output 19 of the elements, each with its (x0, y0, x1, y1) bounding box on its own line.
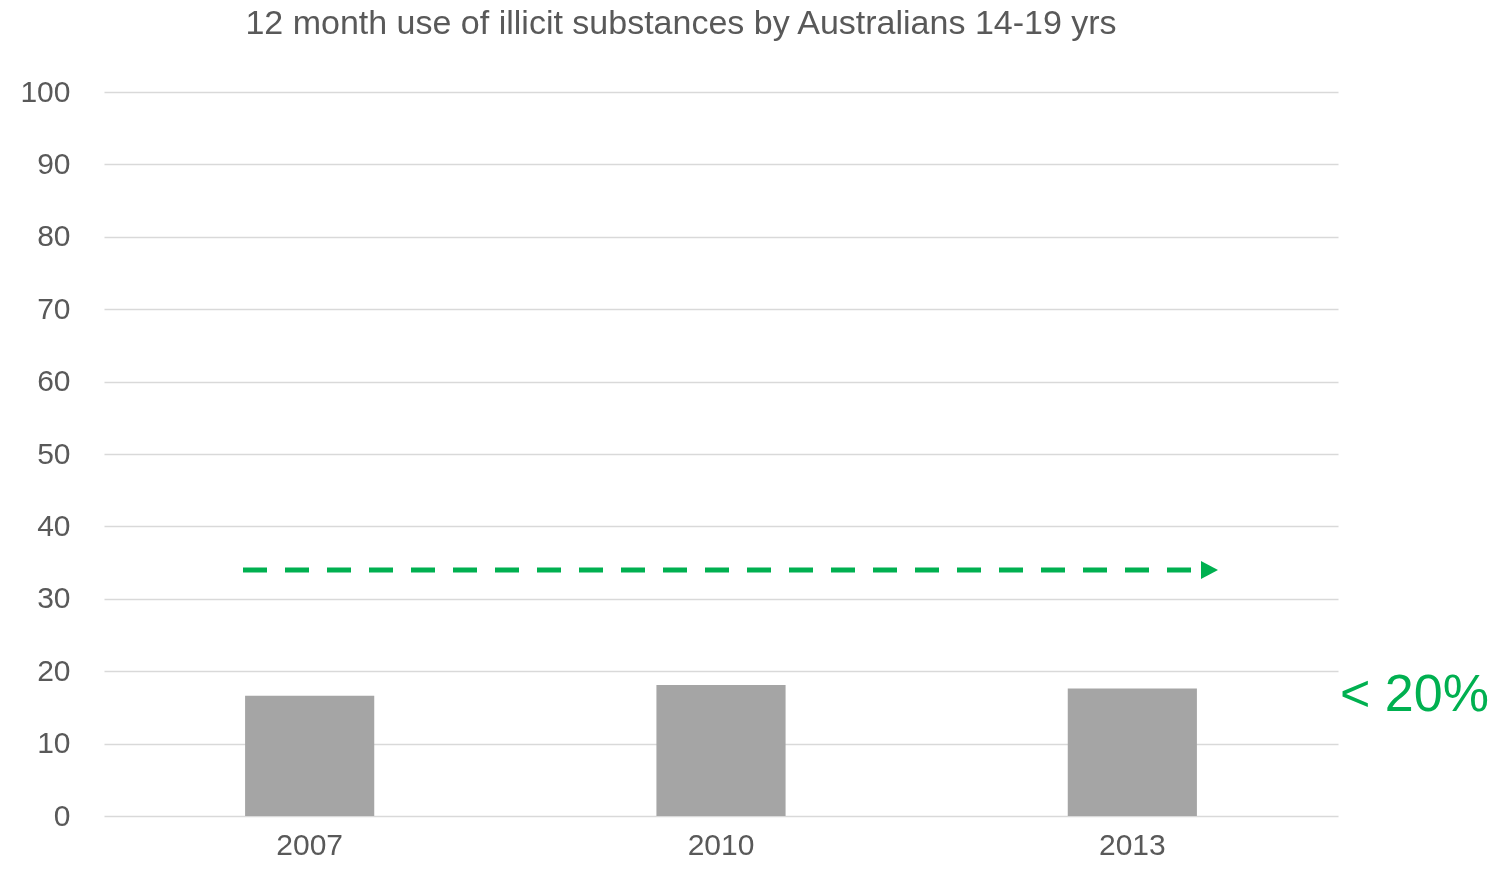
y-tick-label: 70 (37, 291, 71, 325)
x-tick-label: 2010 (687, 827, 755, 861)
y-tick-label: 40 (37, 508, 71, 542)
bar (1067, 688, 1197, 816)
y-tick-label: 80 (37, 219, 71, 253)
y-tick-label: 60 (37, 364, 71, 398)
chart-title: 12 month use of illicit substances by Australians 14-19 yrs (245, 3, 1117, 41)
y-tick-label: 50 (37, 436, 71, 470)
x-tick-label: 2013 (1098, 827, 1166, 861)
text: < 20% (1340, 664, 1489, 722)
y-tick-label: 100 (20, 74, 71, 108)
y-tick-label: 0 (53, 798, 71, 832)
bar (656, 684, 786, 816)
y-tick-label: 20 (37, 653, 71, 687)
y-tick-label: 90 (37, 146, 71, 180)
y-tick-label: 30 (37, 581, 71, 615)
y-tick-label: 10 (37, 726, 71, 760)
x-tick-label: 2007 (276, 827, 344, 861)
bar (245, 695, 375, 816)
